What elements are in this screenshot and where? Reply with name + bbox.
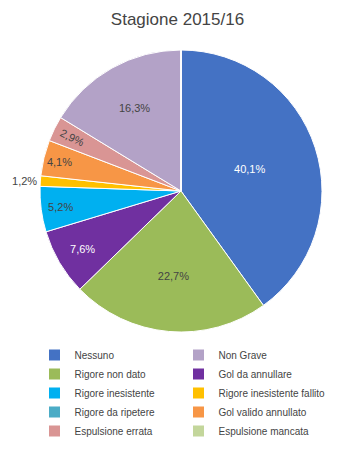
svg-text:5,2%: 5,2% xyxy=(48,201,73,213)
svg-text:22,7%: 22,7% xyxy=(158,270,189,282)
svg-text:Nessuno: Nessuno xyxy=(75,350,115,361)
svg-text:Rigore inesistente fallito: Rigore inesistente fallito xyxy=(219,388,326,399)
svg-text:16,3%: 16,3% xyxy=(119,102,150,114)
svg-text:1,2%: 1,2% xyxy=(12,175,37,187)
svg-text:Rigore non dato: Rigore non dato xyxy=(75,369,147,380)
svg-text:Gol valido annullato: Gol valido annullato xyxy=(219,407,307,418)
svg-text:Espulsione errata: Espulsione errata xyxy=(75,426,153,437)
svg-text:Non Grave: Non Grave xyxy=(219,350,268,361)
svg-text:Rigore inesistente: Rigore inesistente xyxy=(75,388,155,399)
svg-text:2,9%: 2,9% xyxy=(58,126,87,149)
svg-text:7,6%: 7,6% xyxy=(70,243,95,255)
svg-text:Espulsione mancata: Espulsione mancata xyxy=(219,426,309,437)
svg-text:Stagione 2015/16: Stagione 2015/16 xyxy=(111,10,244,29)
svg-text:4,1%: 4,1% xyxy=(47,156,72,168)
svg-text:Gol da annullare: Gol da annullare xyxy=(219,369,293,380)
svg-text:40,1%: 40,1% xyxy=(234,163,265,175)
svg-text:Rigore da ripetere: Rigore da ripetere xyxy=(75,407,155,418)
